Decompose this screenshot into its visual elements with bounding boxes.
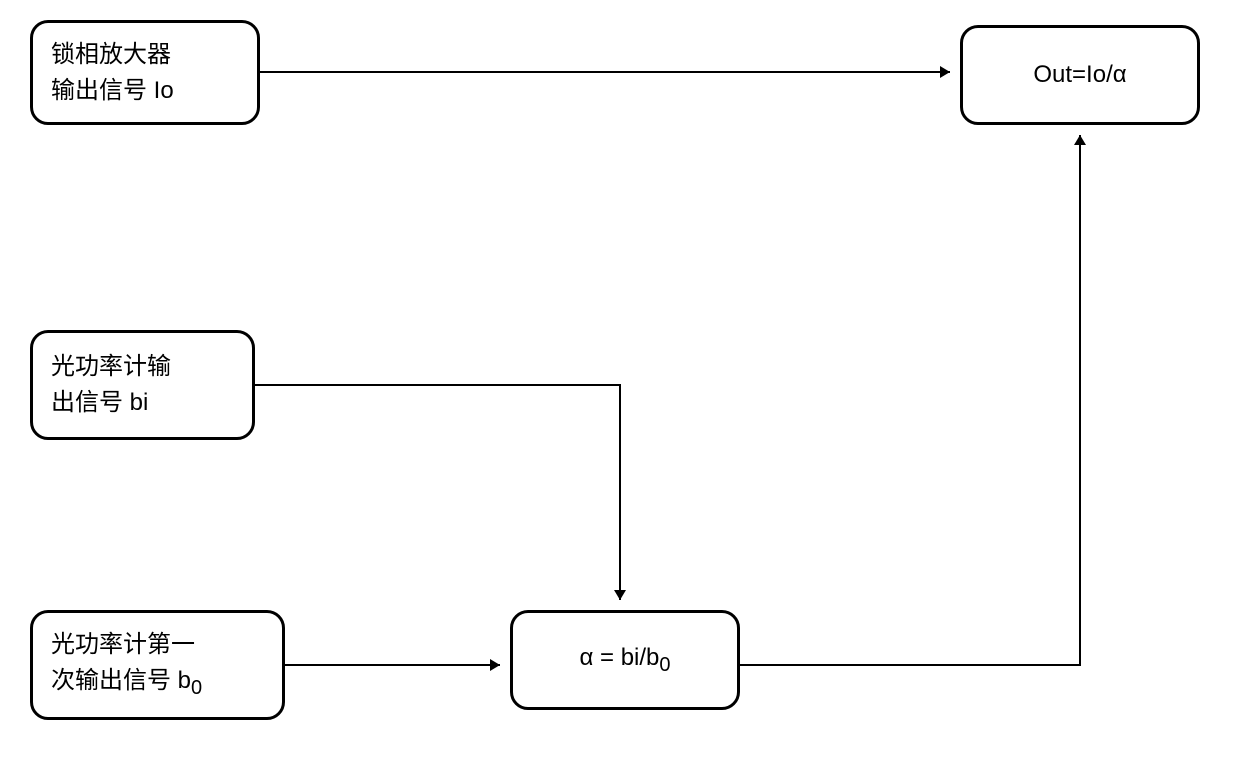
node-line1: 锁相放大器 [51,37,171,73]
node-optical-power-meter-output: 光功率计输 出信号 bi [30,330,255,440]
node-alpha-formula: α = bi/b0 [510,610,740,710]
node-lockin-amplifier-output: 锁相放大器 输出信号 Io [30,20,260,125]
node-line1: 光功率计第一 [51,627,195,663]
node-text: α = bi/b0 [579,640,670,680]
node-line2: 出信号 bi [51,385,148,421]
node-line2: 输出信号 Io [51,73,174,109]
node-output-formula: Out=Io/α [960,25,1200,125]
node-optical-power-meter-first-output: 光功率计第一 次输出信号 b0 [30,610,285,720]
node-text: Out=Io/α [1033,57,1126,93]
node-line1: 光功率计输 [51,349,171,385]
node-line2: 次输出信号 b0 [51,663,202,703]
